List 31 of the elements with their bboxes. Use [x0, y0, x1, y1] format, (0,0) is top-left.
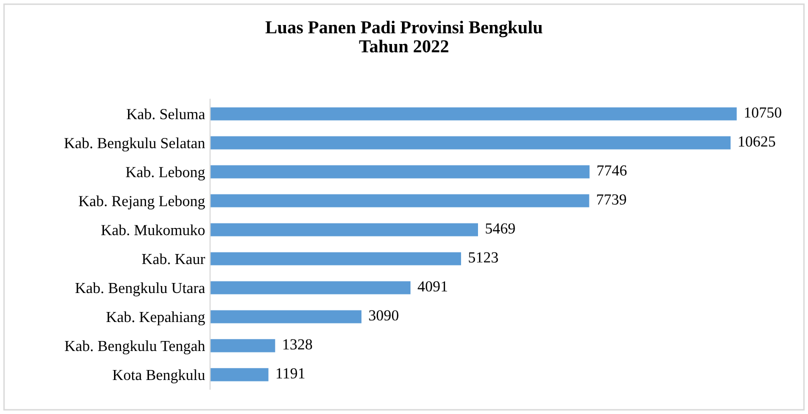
bar — [210, 339, 276, 352]
y-tick-label: Kab. Kaur — [142, 253, 206, 264]
y-tick-label: Kab. Kepahiang — [106, 311, 205, 326]
data-label: 7746 — [598, 165, 627, 176]
data-label: 4091 — [418, 281, 448, 292]
y-tick-label: Kab. Bengkulu Selatan — [64, 138, 205, 152]
bar — [210, 194, 590, 208]
bar — [210, 368, 268, 382]
data-label: 1328 — [283, 339, 312, 350]
bar — [210, 165, 590, 178]
y-tick-label: Kab. Rejang Lebong — [78, 195, 205, 210]
y-tick-label: Kab. Seluma — [126, 108, 206, 120]
data-label: 1191 — [276, 368, 304, 378]
y-tick-label: Kota Bengkulu — [112, 369, 205, 384]
data-label: 7739 — [597, 194, 626, 205]
data-label: 10750 — [745, 107, 782, 118]
bar — [210, 310, 362, 324]
y-tick-label: Kab. Mukomuko — [101, 224, 205, 236]
bar — [210, 136, 731, 150]
data-label: 5469 — [486, 223, 515, 234]
data-label: 10625 — [738, 136, 776, 147]
y-tick-label: Kab. Bengkulu Utara — [75, 282, 206, 296]
data-label: 3090 — [369, 310, 398, 321]
bar — [210, 223, 478, 236]
bar — [210, 252, 462, 266]
y-tick-label: Kab. Lebong — [126, 166, 205, 180]
chart-title: Luas Panen Padi Provinsi Bengkulu Tahun 2022 — [266, 20, 542, 52]
bar — [210, 107, 737, 120]
data-label: 5123 — [468, 252, 498, 263]
bar — [210, 281, 410, 294]
y-tick-label: Kab. Bengkulu Tengah — [64, 340, 206, 354]
